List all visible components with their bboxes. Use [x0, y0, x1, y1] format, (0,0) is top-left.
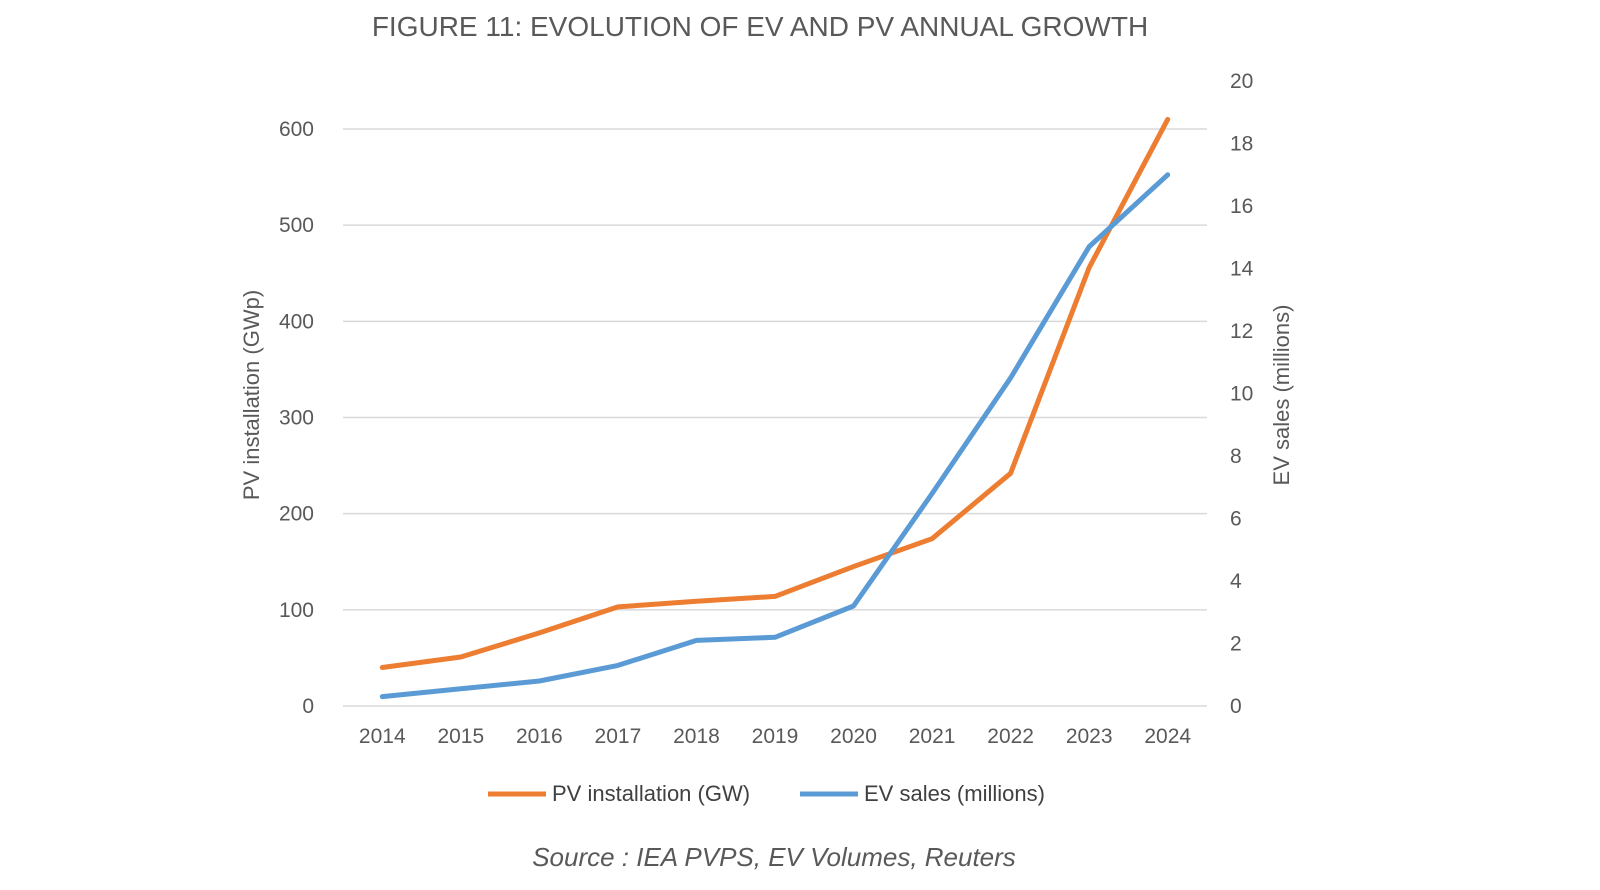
x-tick-label: 2022 [987, 725, 1034, 748]
right-tick-label: 2 [1230, 633, 1242, 656]
right-tick-label: 14 [1230, 258, 1254, 281]
right-tick-label: 18 [1230, 133, 1253, 156]
left-tick-label: 400 [279, 310, 314, 333]
chart-title: FIGURE 11: EVOLUTION OF EV AND PV ANNUAL… [372, 11, 1148, 42]
series-line-pv-installation [379, 116, 1171, 670]
right-tick-label: 4 [1230, 570, 1242, 593]
left-tick-label: 300 [279, 407, 314, 430]
source-note: Source : IEA PVPS, EV Volumes, Reuters [532, 842, 1016, 872]
series-layer [379, 116, 1171, 700]
x-tick-label: 2021 [909, 725, 956, 748]
x-tick-label: 2016 [516, 725, 563, 748]
left-tick-label: 600 [279, 118, 314, 141]
right-tick-label: 16 [1230, 195, 1253, 218]
right-axis-label: EV sales (millions) [1269, 305, 1294, 486]
right-tick-label: 20 [1230, 70, 1253, 93]
legend-label-pv: PV installation (GW) [552, 781, 750, 806]
right-tick-label: 8 [1230, 445, 1242, 468]
x-tick-label: 2019 [752, 725, 799, 748]
x-tick-label: 2014 [359, 725, 406, 748]
right-tick-label: 12 [1230, 320, 1253, 343]
legend: PV installation (GW) EV sales (millions) [488, 781, 1045, 806]
left-tick-label: 500 [279, 214, 314, 237]
left-axis-ticks: 0 100 200 300 400 500 600 [279, 118, 314, 718]
x-tick-label: 2024 [1144, 725, 1191, 748]
right-tick-label: 10 [1230, 383, 1253, 406]
left-tick-label: 200 [279, 503, 314, 526]
right-tick-label: 0 [1230, 695, 1242, 718]
left-tick-label: 100 [279, 599, 314, 622]
x-tick-label: 2020 [830, 725, 877, 748]
right-tick-label: 6 [1230, 508, 1242, 531]
x-tick-label: 2017 [595, 725, 642, 748]
x-tick-label: 2023 [1066, 725, 1113, 748]
x-tick-label: 2018 [673, 725, 720, 748]
series-line-ev-sales [379, 172, 1171, 700]
left-axis-label: PV installation (GWp) [239, 290, 264, 500]
gridlines [343, 128, 1207, 707]
x-axis-ticks: 2014 2015 2016 2017 2018 2019 2020 2021 2022 2023… [359, 725, 1191, 748]
right-axis-ticks: 0 2 4 6 8 10 12 14 16 18 20 [1230, 70, 1254, 718]
x-tick-label: 2015 [437, 725, 484, 748]
left-tick-label: 0 [302, 695, 314, 718]
legend-label-ev: EV sales (millions) [864, 781, 1045, 806]
